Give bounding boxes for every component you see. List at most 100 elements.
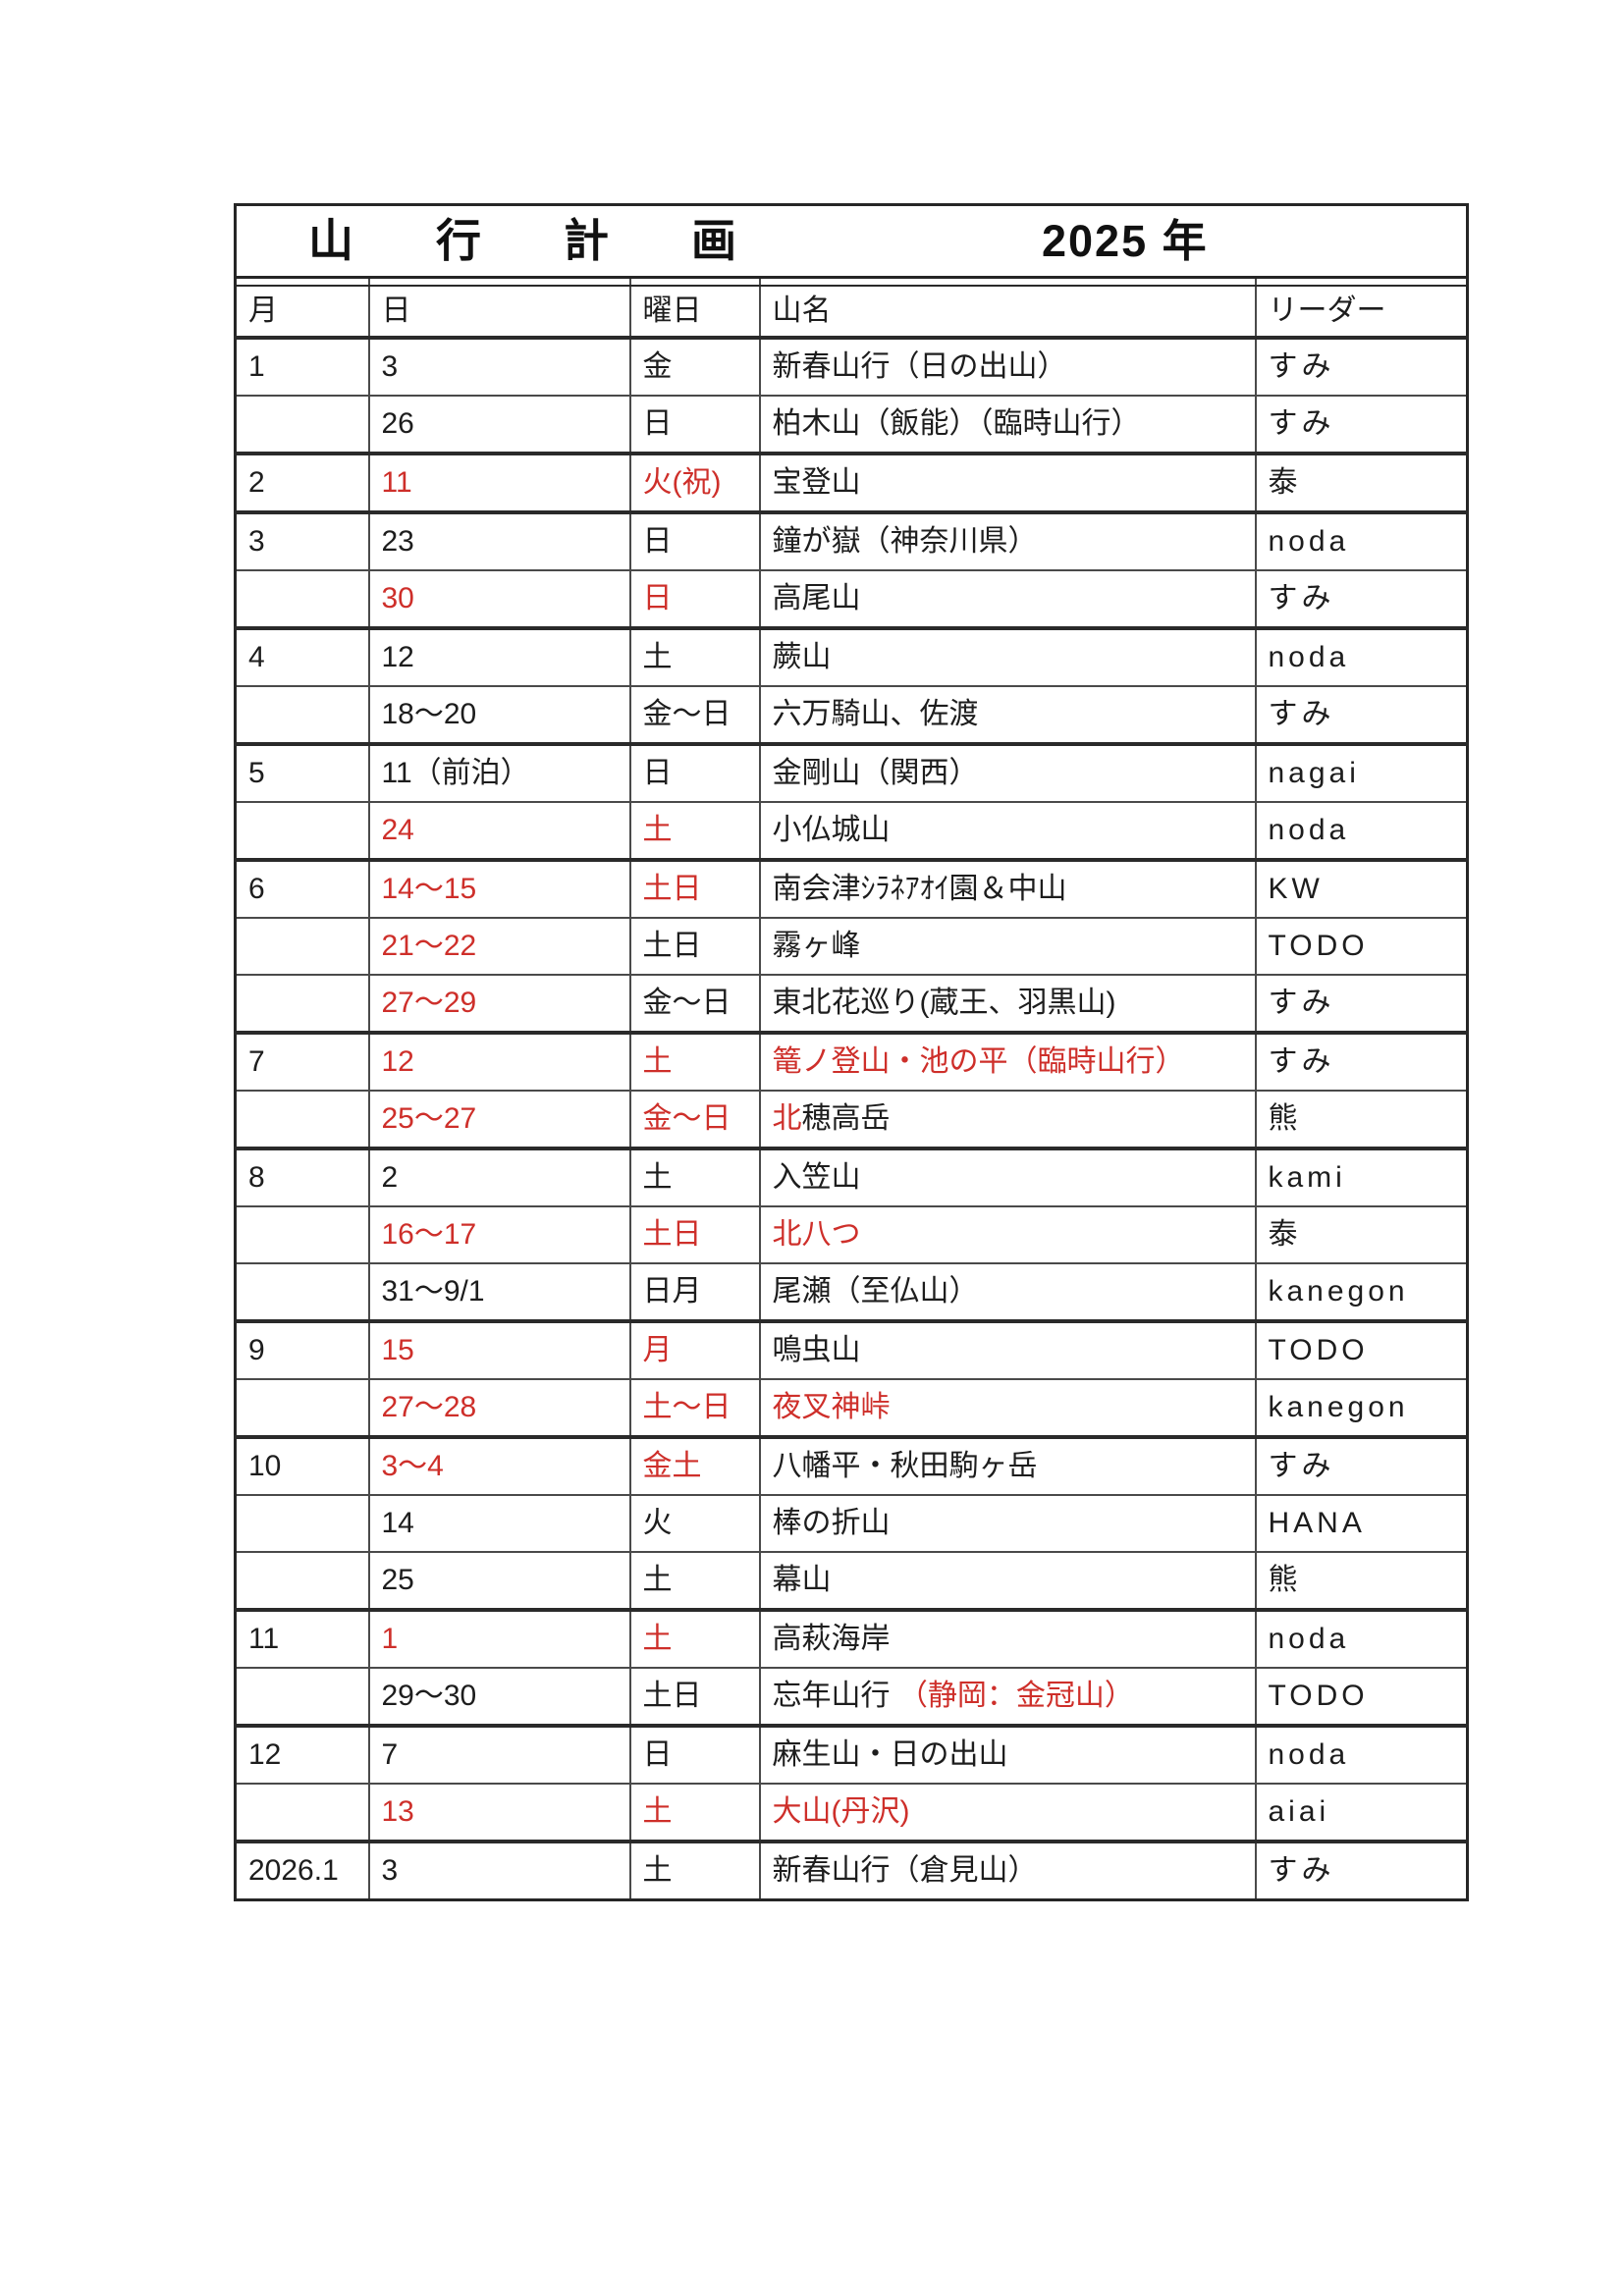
table-row: 5 11（前泊） 日 金剛山（関西） nagai (234, 742, 1469, 803)
cell-month: 2 (234, 452, 370, 513)
cell-day: 26 (367, 395, 631, 454)
cell-weekday-text: 土日 (642, 1679, 702, 1712)
mountain-name-segment: 北八つ (772, 1217, 861, 1251)
mountain-name-segment: 夜叉神峠 (772, 1390, 891, 1423)
cell-leader-text: 泰 (1268, 1217, 1302, 1251)
table-row: 18〜20 金〜日 六万騎山、佐渡 すみ (234, 685, 1469, 745)
cell-leader-text: kami (1268, 1160, 1346, 1194)
cell-month (234, 1667, 370, 1727)
cell-day: 14 (367, 1494, 631, 1553)
cell-weekday-text: 土日 (642, 872, 702, 905)
mountain-name-segment: 新春山行（倉見山） (772, 1853, 1038, 1887)
table-row: 4 12 土 蕨山 noda (234, 626, 1469, 687)
cell-leader-text: TODO (1268, 929, 1369, 962)
cell-leader-text: noda (1268, 1737, 1350, 1771)
cell-day-text: 13 (381, 1794, 414, 1828)
cell-month: 11 (234, 1608, 370, 1669)
table-row: 25〜27 金〜日 北穂高岳熊 (234, 1090, 1469, 1149)
cell-weekday: 土 (628, 626, 761, 687)
spacer-cell (758, 276, 1257, 287)
cell-weekday: 月 (628, 1319, 761, 1380)
cell-month-text: 4 (248, 640, 265, 673)
cell-mountain: 棒の折山 (758, 1494, 1257, 1553)
cell-leader: 熊 (1254, 1551, 1469, 1611)
cell-weekday: 金〜日 (628, 685, 761, 745)
cell-weekday: 土日 (628, 858, 761, 919)
cell-day: 12 (367, 1031, 631, 1092)
cell-weekday-text: 日月 (642, 1274, 702, 1308)
cell-day-text: 27〜28 (381, 1390, 477, 1423)
cell-month (234, 1551, 370, 1611)
spacer-cell (1254, 276, 1469, 287)
cell-day: 18〜20 (367, 685, 631, 745)
cell-leader: kami (1254, 1147, 1469, 1207)
cell-month-text: 1 (248, 349, 265, 383)
cell-month-text: 9 (248, 1333, 265, 1366)
mountain-name-segment: 麻生山・日の出山 (772, 1737, 1008, 1771)
cell-day: 25 (367, 1551, 631, 1611)
cell-month (234, 974, 370, 1034)
cell-weekday-text: 土 (642, 1044, 673, 1078)
table-row: 24 土 小仏城山 noda (234, 801, 1469, 861)
cell-leader-text: KW (1268, 872, 1324, 905)
cell-day: 27〜28 (367, 1378, 631, 1438)
cell-leader: すみ (1254, 1840, 1469, 1901)
cell-month-text: 5 (248, 756, 265, 789)
table-row: 11 1 土高萩海岸 noda (234, 1608, 1469, 1669)
cell-mountain: 東北花巡り(蔵王、羽黒山) (758, 974, 1257, 1034)
cell-weekday-text: 土 (642, 640, 673, 673)
cell-leader: nagai (1254, 742, 1469, 803)
cell-day-text: 31〜9/1 (381, 1274, 485, 1308)
cell-month: 7 (234, 1031, 370, 1092)
mountain-name-segment: 南会津ｼﾗﾈｱｵｲ園＆中山 (772, 872, 1067, 905)
cell-leader-text: すみ (1268, 986, 1335, 1019)
header-row: 月 日 曜日 山名 リーダー (234, 285, 1469, 340)
cell-mountain: 夜叉神峠 (758, 1378, 1257, 1438)
cell-day-text: 14〜15 (381, 872, 477, 905)
cell-day: 11（前泊） (367, 742, 631, 803)
cell-leader-text: noda (1268, 524, 1350, 558)
cell-month (234, 395, 370, 454)
cell-leader: すみ (1254, 1031, 1469, 1092)
cell-day-text: 27〜29 (381, 986, 477, 1019)
cell-leader-text: すみ (1268, 581, 1335, 614)
cell-month-text: 7 (248, 1044, 265, 1078)
cell-month: 12 (234, 1724, 370, 1785)
cell-month-text: 2 (248, 465, 265, 499)
cell-weekday: 日 (628, 510, 761, 571)
cell-month: 9 (234, 1319, 370, 1380)
cell-weekday: 金土 (628, 1435, 761, 1496)
cell-weekday-text: 月 (642, 1333, 673, 1366)
title-year: 2025 年 (1042, 215, 1209, 266)
cell-month (234, 1494, 370, 1553)
cell-day-text: 3〜4 (381, 1449, 444, 1482)
cell-mountain: 篭ノ登山・池の平（臨時山行） (758, 1031, 1257, 1092)
cell-day-text: 11 (381, 465, 412, 499)
cell-weekday-text: 土 (642, 1160, 673, 1194)
cell-day: 13 (367, 1783, 631, 1842)
cell-leader-text: noda (1268, 813, 1350, 846)
cell-weekday: 土 (628, 1551, 761, 1611)
cell-month: 8 (234, 1147, 370, 1207)
cell-weekday-text: 金〜日 (642, 1101, 731, 1135)
cell-day-text: 12 (381, 640, 414, 673)
table-row: 2026.1 3 土 新春山行（倉見山） すみ (234, 1840, 1469, 1901)
cell-weekday-text: 土日 (642, 1217, 702, 1251)
cell-day: 14〜15 (367, 858, 631, 919)
cell-month: 4 (234, 626, 370, 687)
col-header-day: 日 (367, 285, 631, 340)
cell-day-text: 18〜20 (381, 697, 477, 730)
cell-day: 24 (367, 801, 631, 861)
mountain-name-segment: 忘年山行 (772, 1679, 898, 1712)
cell-day-text: 29〜30 (381, 1679, 477, 1712)
cell-day-text: 16〜17 (381, 1217, 477, 1251)
cell-leader-text: nagai (1268, 756, 1360, 789)
cell-month: 2026.1 (234, 1840, 370, 1901)
table-row: 31〜9/1 日月 尾瀬（至仏山） kanegon (234, 1262, 1469, 1322)
cell-weekday-text: 火 (642, 1506, 673, 1539)
cell-day: 23 (367, 510, 631, 571)
mountain-name-segment: 入笠山 (772, 1160, 861, 1194)
cell-day-text: 1 (381, 1622, 399, 1655)
cell-day: 3 (367, 1840, 631, 1901)
cell-weekday: 土 (628, 801, 761, 861)
